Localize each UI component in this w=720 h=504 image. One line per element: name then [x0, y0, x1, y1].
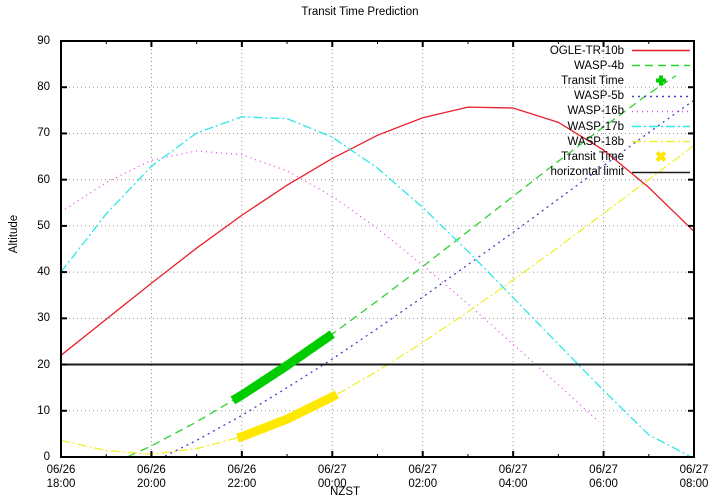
- chart-title: Transit Time Prediction: [301, 6, 419, 18]
- x-axis-label: NZST: [330, 486, 361, 498]
- legend-key-line-icon: [630, 58, 692, 73]
- y-tick-label: 50: [37, 219, 50, 232]
- x-tick-date: 06/26: [137, 464, 166, 476]
- y-axis-label: Altitude: [8, 214, 20, 254]
- x-tick-time: 08:00: [679, 478, 709, 490]
- transit-band-1: [230, 330, 335, 405]
- x-tick-date: 06/27: [498, 464, 528, 476]
- series-wasp-16b: [60, 150, 600, 423]
- x-tick-date: 06/26: [46, 464, 76, 476]
- x-tick-date: 06/27: [408, 464, 438, 476]
- legend-key-line-icon: [630, 104, 692, 119]
- legend-item-label: Transit Time: [561, 74, 624, 87]
- legend-key-line-icon: [630, 134, 692, 149]
- legend-item-label: WASP-17b: [567, 120, 624, 133]
- x-tick-label: 06/26 20:00: [111, 463, 191, 491]
- y-tick-label: 90: [37, 35, 50, 47]
- x-tick-date: 06/27: [589, 464, 618, 476]
- y-tick-label: 10: [37, 404, 50, 417]
- x-tick-time: 22:00: [227, 478, 257, 490]
- x-tick-time: 00:00: [317, 478, 347, 490]
- legend-item-transit-time[interactable]: Transit Time: [442, 149, 692, 164]
- legend-item-label: horizontal limit: [550, 166, 625, 179]
- x-tick-label: 06/26 22:00: [202, 463, 282, 491]
- legend-item-wasp-16b[interactable]: WASP-16b: [442, 104, 692, 119]
- legend-item-label: Transit Time: [561, 150, 624, 163]
- legend-item-wasp-18b[interactable]: WASP-18b: [442, 134, 692, 149]
- y-tick-label: 60: [37, 173, 50, 186]
- x-tick-date: 06/26: [227, 464, 257, 476]
- x-tick-label: 06/27 04:00: [473, 463, 553, 491]
- y-tick-label: 40: [37, 266, 50, 279]
- legend-item-label: WASP-4b: [573, 59, 624, 72]
- x-tick-time: 02:00: [408, 478, 438, 490]
- y-tick-label: 80: [37, 81, 50, 94]
- x-tick-time: 18:00: [46, 478, 76, 490]
- x-tick-time: 06:00: [589, 478, 618, 490]
- x-tick-label: 06/27 06:00: [564, 463, 644, 491]
- series-ogle-tr-10b: [60, 106, 695, 356]
- transit-band-2: [236, 390, 340, 443]
- legend-item-wasp-5b[interactable]: WASP-5b: [442, 89, 692, 104]
- legend-item-wasp-17b[interactable]: WASP-17b: [442, 119, 692, 134]
- x-tick-date: 06/27: [679, 464, 709, 476]
- legend-key-line-icon: [630, 165, 692, 180]
- legend-item-transit-time[interactable]: Transit Time: [442, 73, 692, 88]
- series-wasp-18b: [60, 144, 695, 455]
- legend-item-label: WASP-18b: [567, 135, 624, 148]
- transit-bands: [230, 330, 340, 443]
- data-series: [60, 75, 695, 457]
- legend-key-line-icon: [630, 119, 692, 134]
- legend-key-line-icon: [630, 43, 692, 58]
- legend-item-wasp-4b[interactable]: WASP-4b: [442, 58, 692, 73]
- legend-key-cross-icon: [630, 149, 692, 164]
- y-tick-label: 70: [37, 127, 50, 140]
- x-tick-label: 06/26 18:00: [21, 463, 101, 491]
- series-wasp-4b: [128, 75, 677, 457]
- x-tick-label: 06/27 08:00: [654, 463, 720, 491]
- legend-item-label: OGLE-TR-10b: [549, 44, 624, 57]
- x-tick-label: 06/27 02:00: [383, 463, 463, 491]
- legend-item-label: WASP-16b: [567, 105, 624, 118]
- y-tick-label: 20: [37, 358, 50, 371]
- legend-key-plus-icon: [630, 73, 692, 88]
- x-tick-label: 06/27 00:00: [292, 463, 372, 491]
- y-tick-label: 30: [37, 312, 50, 325]
- legend-item-horizontal-limit[interactable]: horizontal limit: [442, 165, 692, 180]
- x-tick-time: 04:00: [498, 478, 528, 490]
- x-tick-date: 06/27: [317, 464, 347, 476]
- legend-item-label: WASP-5b: [573, 90, 624, 103]
- axis-ticks: [60, 40, 695, 458]
- series-wasp-17b: [60, 116, 690, 457]
- legend-item-ogle-tr-10b[interactable]: OGLE-TR-10b: [442, 43, 692, 58]
- legend-key-line-icon: [630, 89, 692, 104]
- y-tick-label: 0: [43, 451, 50, 463]
- x-tick-time: 20:00: [137, 478, 166, 490]
